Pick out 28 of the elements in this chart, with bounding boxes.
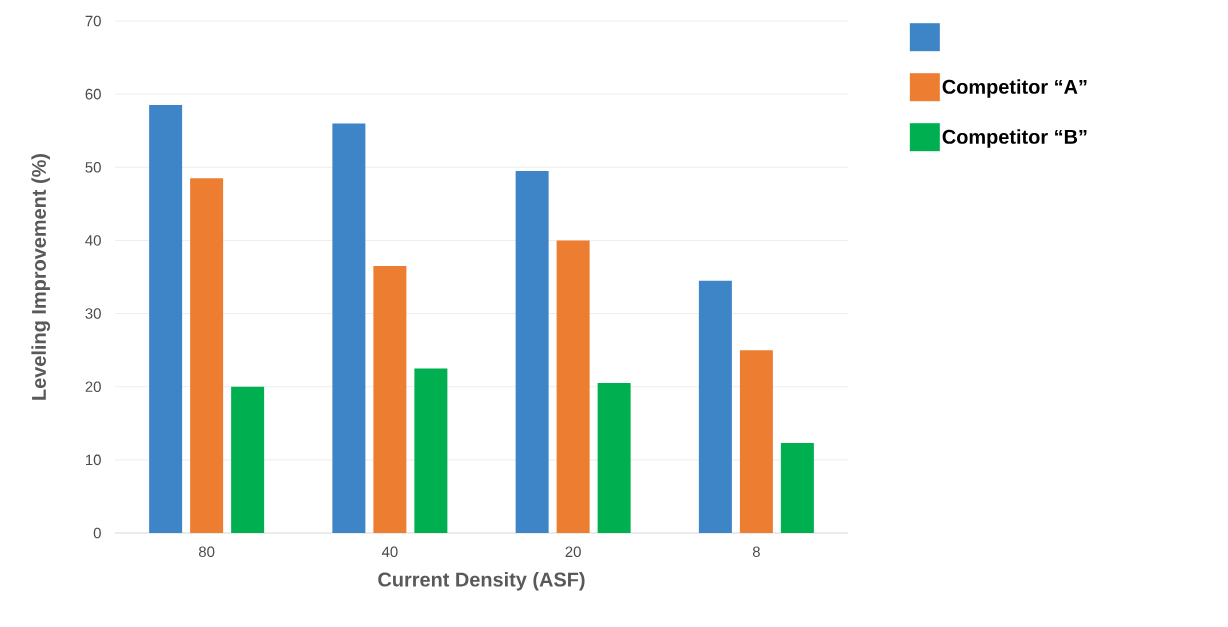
bar (780, 443, 814, 533)
bar (597, 383, 631, 533)
y-tick-label: 70 (85, 15, 101, 27)
bar (698, 280, 732, 533)
y-tick-label: 30 (85, 308, 101, 319)
y-tick-label: 40 (85, 235, 101, 246)
x-tick-label: 8 (752, 546, 760, 558)
legend-label: Competitor “A” (942, 79, 1087, 98)
bar (515, 170, 549, 533)
bar (190, 178, 224, 533)
bar (556, 240, 590, 533)
y-tick-label: 60 (85, 88, 101, 100)
y-tick-label: 50 (85, 161, 101, 173)
y-tick-label: 10 (86, 454, 101, 466)
bar (149, 105, 183, 533)
y-tick-label: 0 (93, 527, 101, 539)
bar (373, 266, 407, 533)
bar (739, 350, 773, 533)
x-tick-label: 40 (381, 546, 398, 558)
y-axis-title: Leveling Improvement (%) (31, 154, 51, 400)
bar (231, 386, 265, 533)
legend-label: Competitor “B” (942, 129, 1087, 148)
y-tick-label: 20 (85, 381, 101, 392)
x-tick-label: 80 (198, 546, 215, 558)
x-tick-label: 20 (565, 546, 581, 558)
bar (332, 123, 366, 533)
x-axis-title: Current Density (ASF) (378, 571, 585, 591)
bar (414, 368, 448, 533)
